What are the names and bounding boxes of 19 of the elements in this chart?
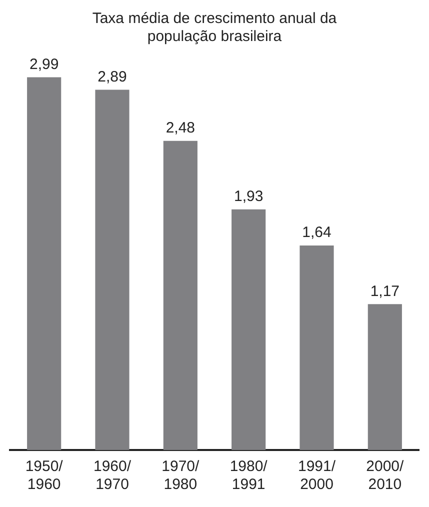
bar <box>368 304 402 450</box>
bar <box>95 90 130 450</box>
data-label: 1,64 <box>302 224 332 242</box>
bar <box>232 209 266 450</box>
chart-title: Taxa média de crescimento anual da população brasileira <box>92 10 338 46</box>
x-tick-label: 1991/ 2000 <box>298 458 336 494</box>
x-tick-label: 1980/ 1991 <box>230 458 268 494</box>
bar <box>300 246 334 450</box>
data-label: 2,89 <box>98 68 127 86</box>
data-label: 2,99 <box>29 56 59 73</box>
data-label: 1,93 <box>234 188 264 206</box>
bar <box>27 77 62 450</box>
x-tick-label: 2000/ 2010 <box>366 458 405 494</box>
data-label: 2,48 <box>166 119 196 136</box>
x-tick-label: 1970/ 1980 <box>162 458 200 494</box>
bar <box>163 140 198 450</box>
x-tick-label: 1950/ 1960 <box>25 458 64 494</box>
x-tick-label: 1960/ 1970 <box>93 458 132 494</box>
data-label: 1,17 <box>370 282 400 300</box>
